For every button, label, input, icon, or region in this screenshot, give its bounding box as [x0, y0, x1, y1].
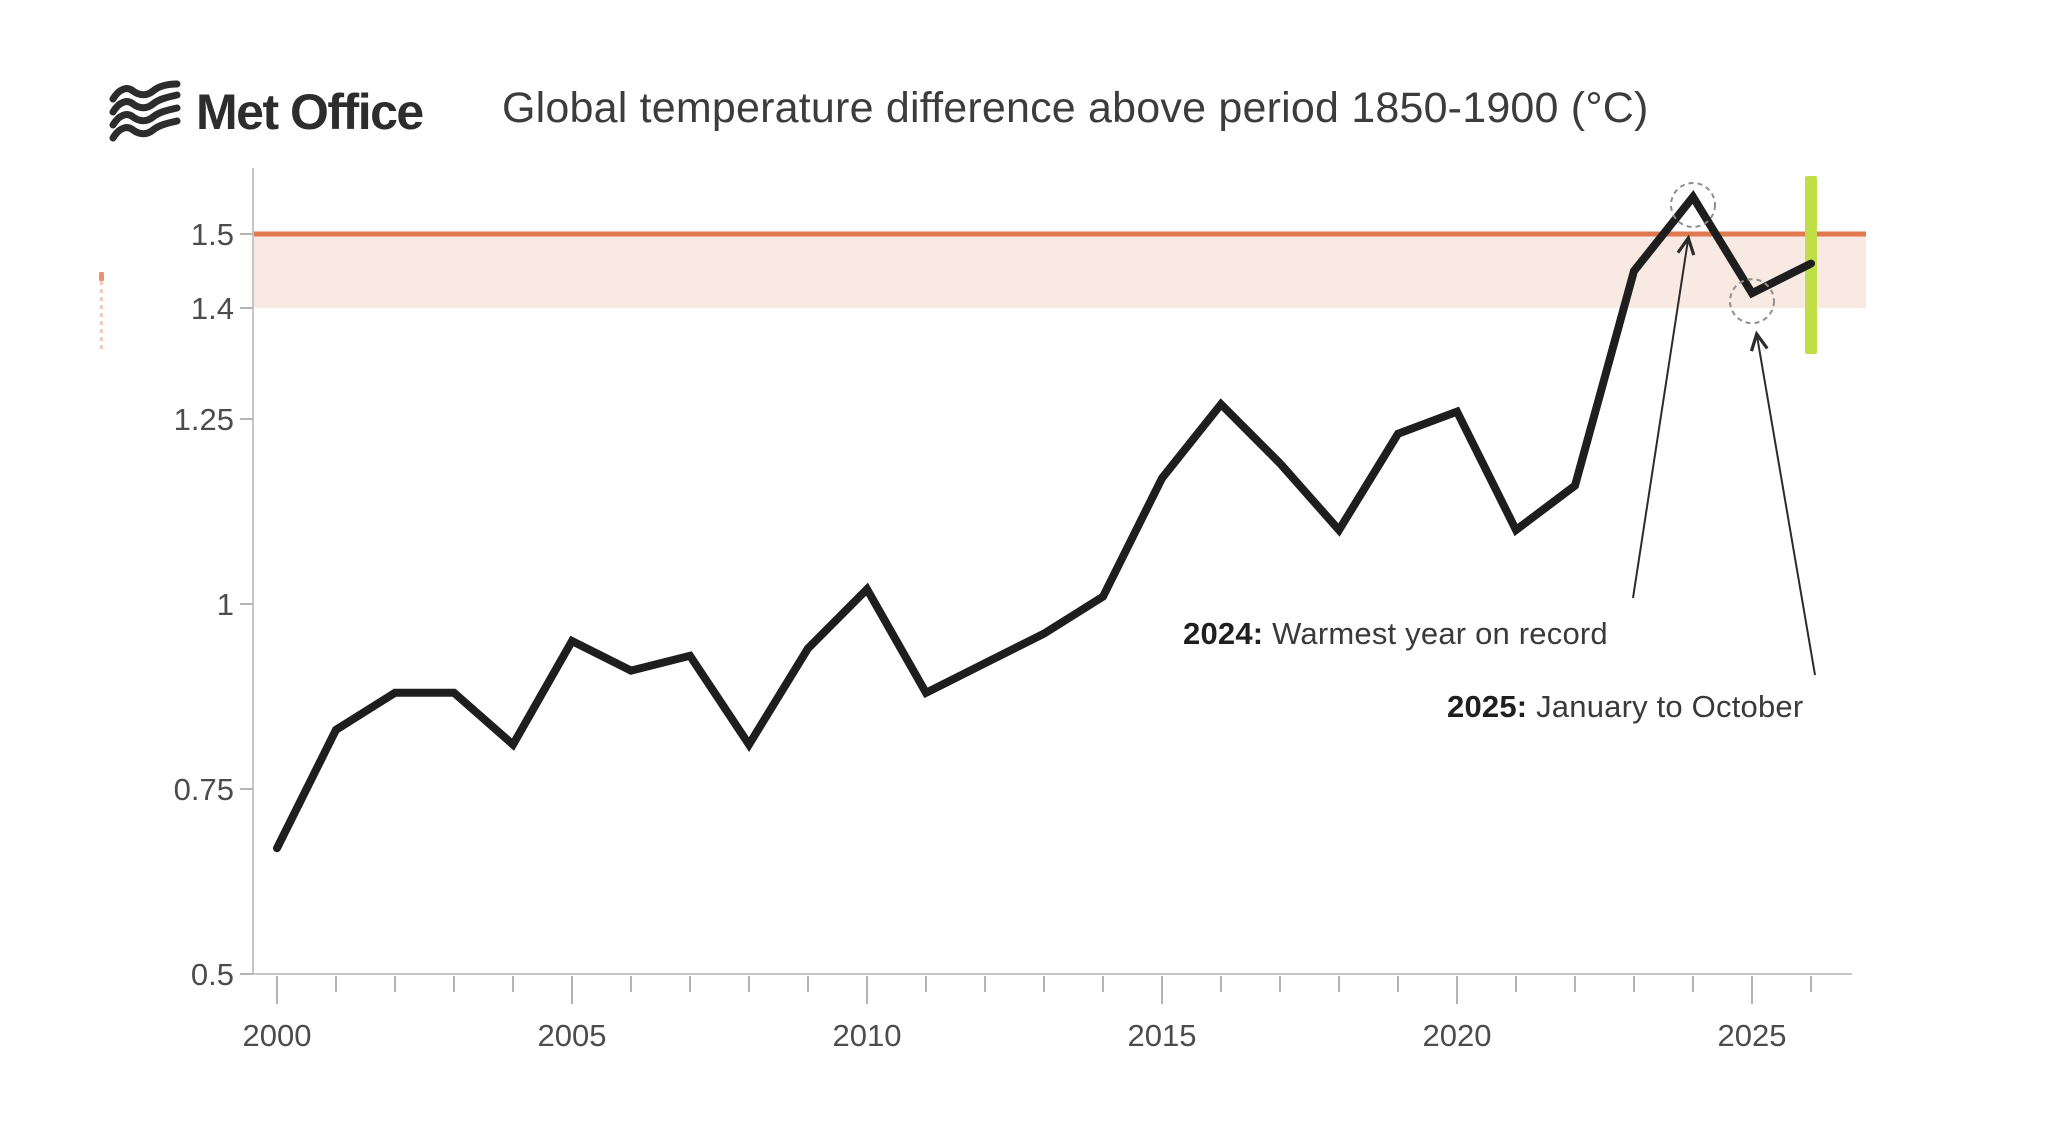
- met-office-waves-icon: [108, 80, 182, 144]
- y-tick-label: 1.25: [174, 402, 234, 437]
- x-tick-label: 2000: [243, 1018, 312, 1053]
- highlight-circle-2024: [1670, 182, 1716, 228]
- x-tick-label: 2020: [1423, 1018, 1492, 1053]
- annotation-2024-text: Warmest year on record: [1263, 616, 1608, 651]
- met-office-logo-text: Met Office: [196, 84, 424, 140]
- x-tick-label: 2025: [1718, 1018, 1787, 1053]
- y-tick-label: 0.5: [191, 957, 234, 992]
- x-tick-label: 2010: [833, 1018, 902, 1053]
- annotation-2025-text: January to October: [1527, 689, 1804, 724]
- y-tick-label: 1.4: [191, 291, 234, 326]
- header: Met Office: [108, 80, 424, 144]
- x-tick-label: 2005: [538, 1018, 607, 1053]
- arrow-to-2025-point: [1749, 330, 1816, 676]
- y-tick-label: 1.5: [191, 217, 234, 252]
- annotation-2025-year: 2025:: [1447, 689, 1528, 724]
- threshold-band-1p4-1p5: [253, 234, 1866, 308]
- annotation-2024-year: 2024:: [1183, 616, 1264, 651]
- y-tick-label: 1: [217, 587, 234, 622]
- temperature-line: [273, 190, 1815, 853]
- left-edge-artifact-cap: [99, 272, 104, 281]
- met-office-logo: Met Office: [108, 80, 424, 144]
- highlight-circle-2025: [1729, 278, 1775, 325]
- x-tick-label: 2015: [1128, 1018, 1197, 1053]
- left-edge-dashed-artifact: [100, 273, 103, 349]
- annotation-2024: 2024: Warmest year on record: [1183, 616, 1608, 652]
- y-tick-label: 0.75: [174, 772, 234, 807]
- annotation-2025: 2025: January to October: [1447, 689, 1803, 725]
- arrow-to-2024-peak: [1632, 234, 1696, 599]
- chart-title: Global temperature difference above peri…: [502, 84, 1649, 132]
